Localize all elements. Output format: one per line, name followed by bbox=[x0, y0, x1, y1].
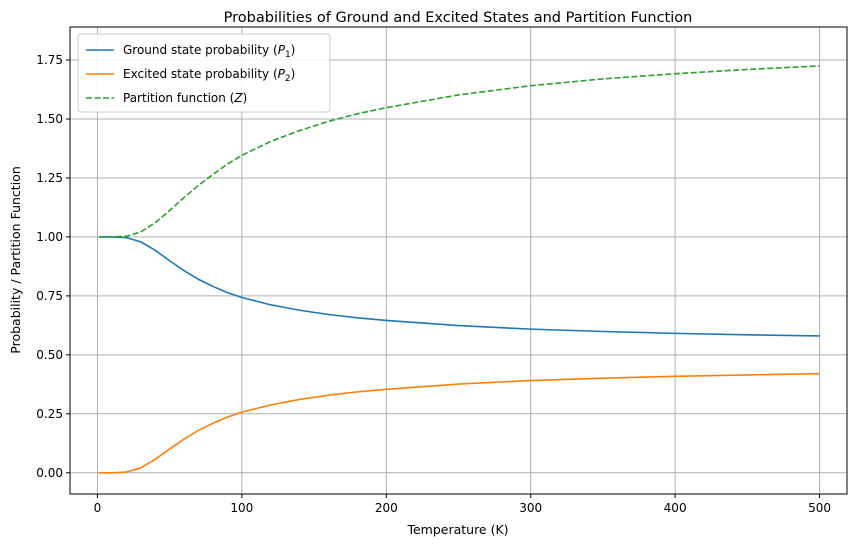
legend-box bbox=[77, 33, 331, 113]
y-tick-label: 0.00 bbox=[36, 466, 63, 480]
x-tick-label: 500 bbox=[808, 501, 831, 515]
legend-label-1: Ground state probability (P1) bbox=[123, 43, 295, 60]
x-tick-label: 100 bbox=[230, 501, 253, 515]
y-tick-label: 1.00 bbox=[36, 230, 63, 244]
x-tick-label: 200 bbox=[375, 501, 398, 515]
plot-frame bbox=[69, 26, 848, 495]
y-tick-label: 0.75 bbox=[36, 289, 63, 303]
series-line-2 bbox=[98, 372, 820, 474]
legend-label-3: Partition function (Z) bbox=[123, 91, 247, 105]
y-tick-label: 1.25 bbox=[36, 171, 63, 185]
ticks: 0 100 200 300 400 500 0.00 0.25 0.50 0.75 1.00 1.25… bbox=[36, 53, 831, 515]
y-tick-label: 1.50 bbox=[36, 112, 63, 126]
series-layer bbox=[98, 65, 820, 474]
legend: Ground state probability (P1) Excited sta… bbox=[77, 33, 331, 113]
series-line-3 bbox=[98, 65, 820, 238]
y-tick-label: 0.25 bbox=[36, 407, 63, 421]
x-tick-label: 400 bbox=[664, 501, 687, 515]
y-tick-label: 0.50 bbox=[36, 348, 63, 362]
y-axis-label: Probability / Partition Function bbox=[8, 166, 23, 353]
x-axis-label: Temperature (K) bbox=[406, 522, 508, 537]
x-tick-label: 300 bbox=[519, 501, 542, 515]
grid bbox=[70, 27, 847, 494]
series-line-1 bbox=[98, 236, 820, 337]
y-tick-label: 1.75 bbox=[36, 53, 63, 67]
legend-label-2: Excited state probability (P2) bbox=[123, 67, 295, 84]
x-tick-label: 0 bbox=[94, 501, 102, 515]
chart-title: Probabilities of Ground and Excited Stat… bbox=[224, 10, 693, 26]
